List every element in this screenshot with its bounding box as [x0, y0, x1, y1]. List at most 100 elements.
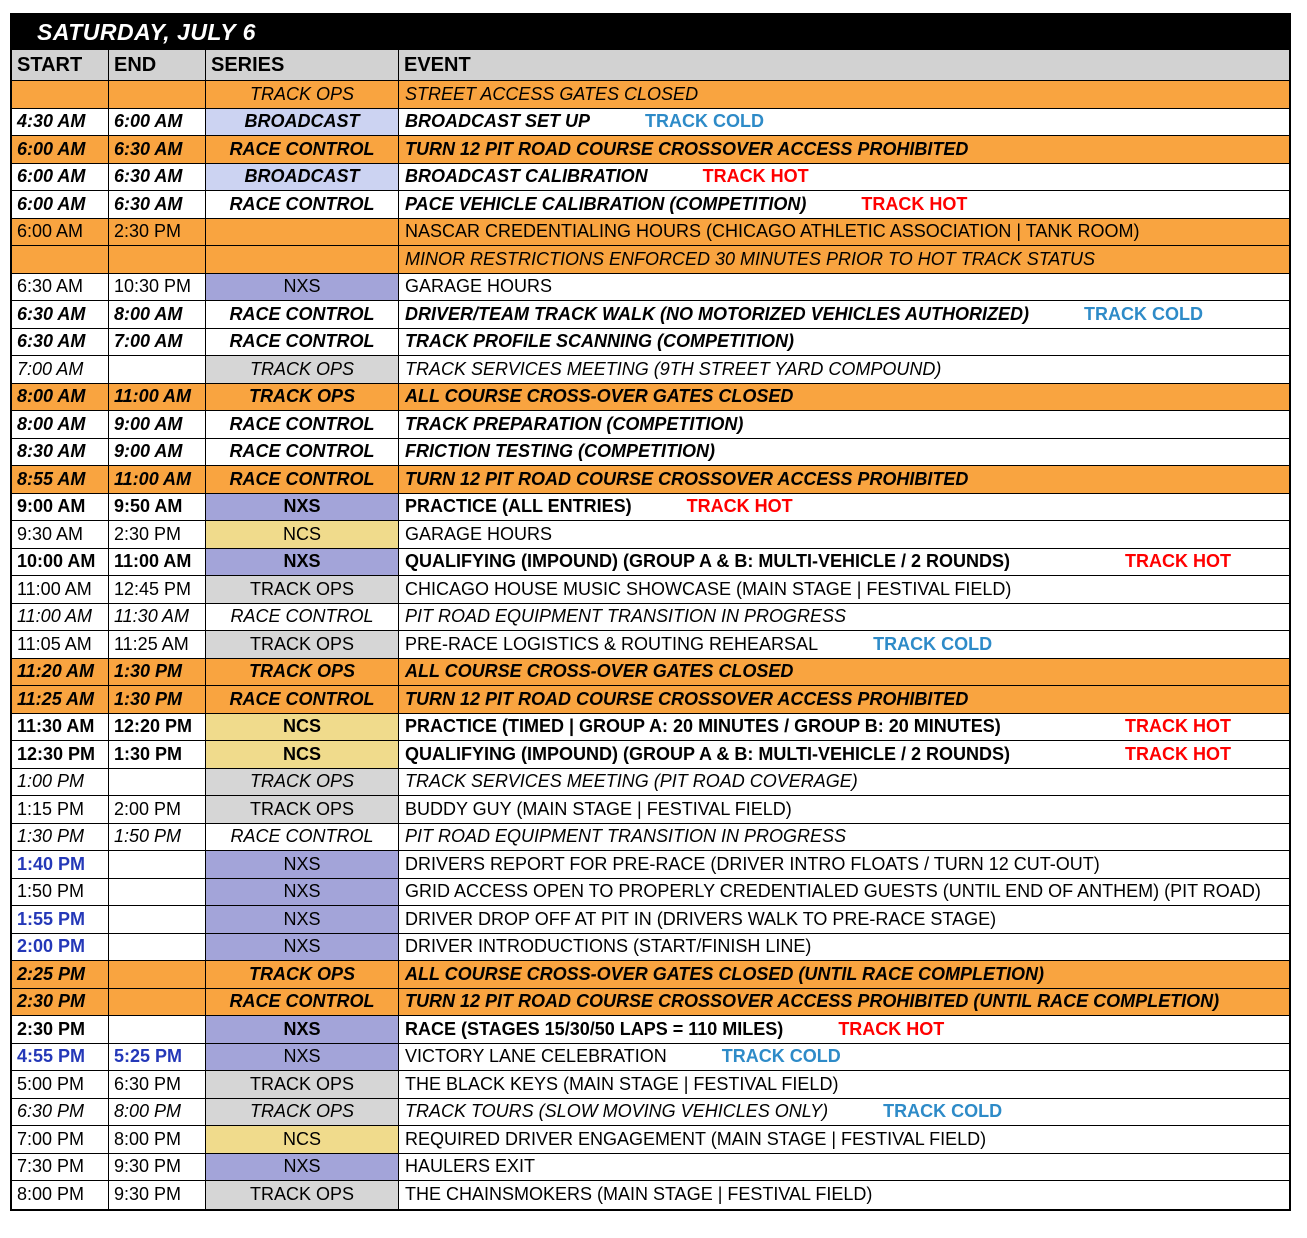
event-cell: TRACK PREPARATION (COMPETITION) — [399, 411, 1289, 438]
start-time-cell: 4:55 PM — [12, 1043, 109, 1070]
start-time-cell: 8:30 AM — [12, 438, 109, 465]
start-time-cell: 10:00 AM — [12, 548, 109, 575]
end-time-cell: 1:50 PM — [109, 823, 206, 850]
start-time-cell: 6:00 AM — [12, 163, 109, 190]
track-status-label: TRACK HOT — [1125, 716, 1231, 737]
start-time-cell: 9:30 AM — [12, 521, 109, 548]
series-cell: BROADCAST — [206, 163, 399, 190]
end-time-cell: 7:00 AM — [109, 328, 206, 355]
start-time-cell: 2:25 PM — [12, 961, 109, 988]
end-time-cell: 1:30 PM — [109, 658, 206, 685]
day-title: SATURDAY, JULY 6 — [37, 19, 256, 45]
end-time-cell — [109, 768, 206, 795]
event-cell: GARAGE HOURS — [399, 274, 1289, 301]
header-row: START END SERIES EVENT — [12, 50, 1289, 81]
end-time-cell — [109, 1016, 206, 1043]
table-row: 11:30 AM 12:20 PM NCS PRACTICE (TIMED | … — [12, 713, 1289, 741]
event-label: BROADCAST CALIBRATION — [405, 166, 648, 187]
event-cell: ALL COURSE CROSS-OVER GATES CLOSED (UNTI… — [399, 961, 1289, 988]
event-label: TRACK PREPARATION (COMPETITION) — [405, 413, 744, 434]
table-row: 1:00 PM TRACK OPS TRACK SERVICES MEETING… — [12, 768, 1289, 796]
event-cell: THE CHAINSMOKERS (MAIN STAGE | FESTIVAL … — [399, 1181, 1289, 1209]
series-cell: NCS — [206, 741, 399, 768]
event-cell: QUALIFYING (IMPOUND) (GROUP A & B: MULTI… — [399, 549, 1289, 576]
event-label: CHICAGO HOUSE MUSIC SHOWCASE (MAIN STAGE… — [405, 578, 1012, 599]
event-label: GARAGE HOURS — [405, 276, 553, 297]
track-status-label: TRACK COLD — [1084, 303, 1203, 324]
event-label: FRICTION TESTING (COMPETITION) — [405, 441, 715, 462]
table-row: 1:40 PM NXS DRIVERS REPORT FOR PRE-RACE … — [12, 851, 1289, 879]
table-row: 11:05 AM 11:25 AM TRACK OPS PRE-RACE LOG… — [12, 631, 1289, 659]
table-row: 11:20 AM 1:30 PM TRACK OPS ALL COURSE CR… — [12, 658, 1289, 686]
event-cell: ALL COURSE CROSS-OVER GATES CLOSED — [399, 384, 1289, 411]
table-row: 6:30 AM 10:30 PM NXS GARAGE HOURS — [12, 273, 1289, 301]
table-row: 8:00 AM 11:00 AM TRACK OPS ALL COURSE CR… — [12, 383, 1289, 411]
start-time-cell: 8:55 AM — [12, 466, 109, 493]
event-label: TRACK TOURS (SLOW MOVING VEHICLES ONLY) — [405, 1101, 829, 1122]
schedule-table: SATURDAY, JULY 6 START END SERIES EVENT … — [10, 13, 1291, 1211]
end-time-cell — [109, 961, 206, 988]
start-time-cell — [12, 246, 109, 273]
event-label: PRACTICE (ALL ENTRIES) — [405, 496, 632, 517]
start-time-cell: 11:25 AM — [12, 686, 109, 713]
event-label: DRIVER INTRODUCTIONS (START/FINISH LINE) — [405, 936, 812, 957]
title-bar: SATURDAY, JULY 6 — [12, 15, 1289, 50]
series-cell: NXS — [206, 851, 399, 878]
event-label: PIT ROAD EQUIPMENT TRANSITION IN PROGRES… — [405, 606, 847, 627]
end-time-cell: 9:30 PM — [109, 1153, 206, 1180]
track-status-label: TRACK HOT — [838, 1018, 945, 1039]
track-status-label: TRACK COLD — [883, 1101, 1003, 1122]
event-cell: PIT ROAD EQUIPMENT TRANSITION IN PROGRES… — [399, 604, 1289, 631]
end-time-cell: 8:00 PM — [109, 1098, 206, 1125]
end-time-cell: 9:00 AM — [109, 438, 206, 465]
start-time-cell: 6:00 AM — [12, 191, 109, 218]
event-cell: REQUIRED DRIVER ENGAGEMENT (MAIN STAGE |… — [399, 1126, 1289, 1153]
column-header-start: START — [12, 50, 109, 80]
end-time-cell — [109, 906, 206, 933]
event-cell: HAULERS EXIT — [399, 1154, 1289, 1181]
event-label: THE CHAINSMOKERS (MAIN STAGE | FESTIVAL … — [405, 1184, 873, 1205]
end-time-cell: 1:30 PM — [109, 741, 206, 768]
end-time-cell: 8:00 PM — [109, 1126, 206, 1153]
event-cell: CHICAGO HOUSE MUSIC SHOWCASE (MAIN STAGE… — [399, 576, 1289, 603]
schedule-body: TRACK OPS STREET ACCESS GATES CLOSED 4:3… — [12, 81, 1289, 1209]
end-time-cell: 6:30 AM — [109, 191, 206, 218]
event-label: QUALIFYING (IMPOUND) (GROUP A & B: MULTI… — [405, 551, 1010, 572]
end-time-cell: 11:25 AM — [109, 631, 206, 658]
event-cell: PRACTICE (ALL ENTRIES) TRACK HOT — [399, 494, 1289, 521]
event-cell: RACE (STAGES 15/30/50 LAPS = 110 MILES) … — [399, 1016, 1289, 1043]
event-label: RACE (STAGES 15/30/50 LAPS = 110 MILES) — [405, 1018, 784, 1039]
end-time-cell: 5:25 PM — [109, 1043, 206, 1070]
series-cell: NXS — [206, 1043, 399, 1070]
table-row: TRACK OPS STREET ACCESS GATES CLOSED — [12, 81, 1289, 109]
end-time-cell: 6:30 AM — [109, 163, 206, 190]
start-time-cell: 11:00 AM — [12, 603, 109, 630]
event-cell: TURN 12 PIT ROAD COURSE CROSSOVER ACCESS… — [399, 466, 1289, 493]
end-time-cell: 11:00 AM — [109, 383, 206, 410]
start-time-cell: 6:30 PM — [12, 1098, 109, 1125]
end-time-cell: 9:50 AM — [109, 493, 206, 520]
end-time-cell: 11:00 AM — [109, 466, 206, 493]
track-status-label: TRACK COLD — [645, 111, 765, 132]
event-label: PRACTICE (TIMED | GROUP A: 20 MINUTES / … — [405, 716, 1001, 737]
event-cell: GARAGE HOURS — [399, 521, 1289, 548]
series-cell: RACE CONTROL — [206, 328, 399, 355]
event-cell: DRIVER/TEAM TRACK WALK (NO MOTORIZED VEH… — [399, 301, 1289, 328]
end-time-cell — [109, 356, 206, 383]
event-cell: DRIVER INTRODUCTIONS (START/FINISH LINE) — [399, 934, 1289, 961]
start-time-cell: 1:55 PM — [12, 906, 109, 933]
series-cell: NXS — [206, 273, 399, 300]
start-time-cell — [12, 81, 109, 108]
table-row: 5:00 PM 6:30 PM TRACK OPS THE BLACK KEYS… — [12, 1071, 1289, 1099]
event-label: TURN 12 PIT ROAD COURSE CROSSOVER ACCESS… — [405, 138, 969, 159]
event-label: DRIVER/TEAM TRACK WALK (NO MOTORIZED VEH… — [405, 303, 1029, 324]
event-label: STREET ACCESS GATES CLOSED — [405, 83, 699, 104]
track-status-label: TRACK HOT — [1125, 551, 1231, 572]
start-time-cell: 6:30 AM — [12, 301, 109, 328]
table-row: 4:30 AM 6:00 AM BROADCAST BROADCAST SET … — [12, 108, 1289, 136]
start-time-cell: 6:00 AM — [12, 136, 109, 163]
track-status-label: TRACK HOT — [861, 193, 968, 214]
event-cell: ALL COURSE CROSS-OVER GATES CLOSED — [399, 659, 1289, 686]
event-label: BUDDY GUY (MAIN STAGE | FESTIVAL FIELD) — [405, 798, 792, 819]
table-row: 11:25 AM 1:30 PM RACE CONTROL TURN 12 PI… — [12, 686, 1289, 714]
